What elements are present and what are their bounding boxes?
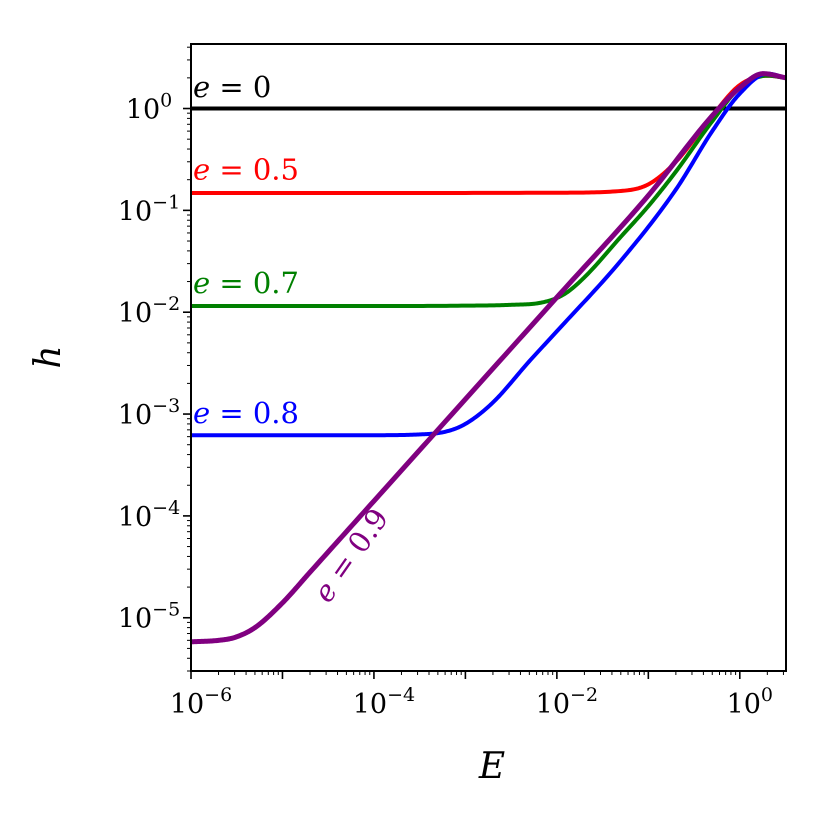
y-tick-label: 10−5 (118, 599, 180, 635)
x-tick-label: 10−4 (353, 684, 415, 720)
curve-label-4: e = 0.9 (307, 502, 396, 608)
y-tick-label: 10−1 (118, 191, 180, 227)
curve-label-1: e = 0.5 (193, 153, 299, 187)
curve-label-0: e = 0 (193, 70, 271, 104)
y-tick-label: 10−3 (118, 395, 180, 431)
series-line-4 (191, 71, 786, 645)
plot-frame (190, 43, 787, 672)
x-tick-label: 100 (727, 684, 773, 720)
curve-labels: e = 0 e = 0.5 e = 0.7 e = 0.8 e = 0.9 (193, 70, 395, 609)
x-tick-label: 10−6 (170, 684, 232, 720)
y-tick-label: 100 (126, 90, 172, 126)
y-axis-title: h (28, 345, 69, 368)
curve-label-2: e = 0.7 (193, 266, 299, 300)
tick-labels: 10−6 10−4 10−2 100 10−5 10−4 10−3 10−2 10−1 100 (118, 90, 773, 720)
ticks-layer (183, 46, 784, 679)
y-tick-label: 10−2 (118, 293, 180, 329)
series-line-3 (191, 71, 786, 438)
y-tick-label: 10−4 (118, 497, 180, 533)
x-axis-title: E (478, 746, 505, 787)
series-layer (191, 71, 786, 645)
x-tick-label: 10−2 (536, 684, 598, 720)
curve-label-3: e = 0.8 (193, 396, 299, 430)
